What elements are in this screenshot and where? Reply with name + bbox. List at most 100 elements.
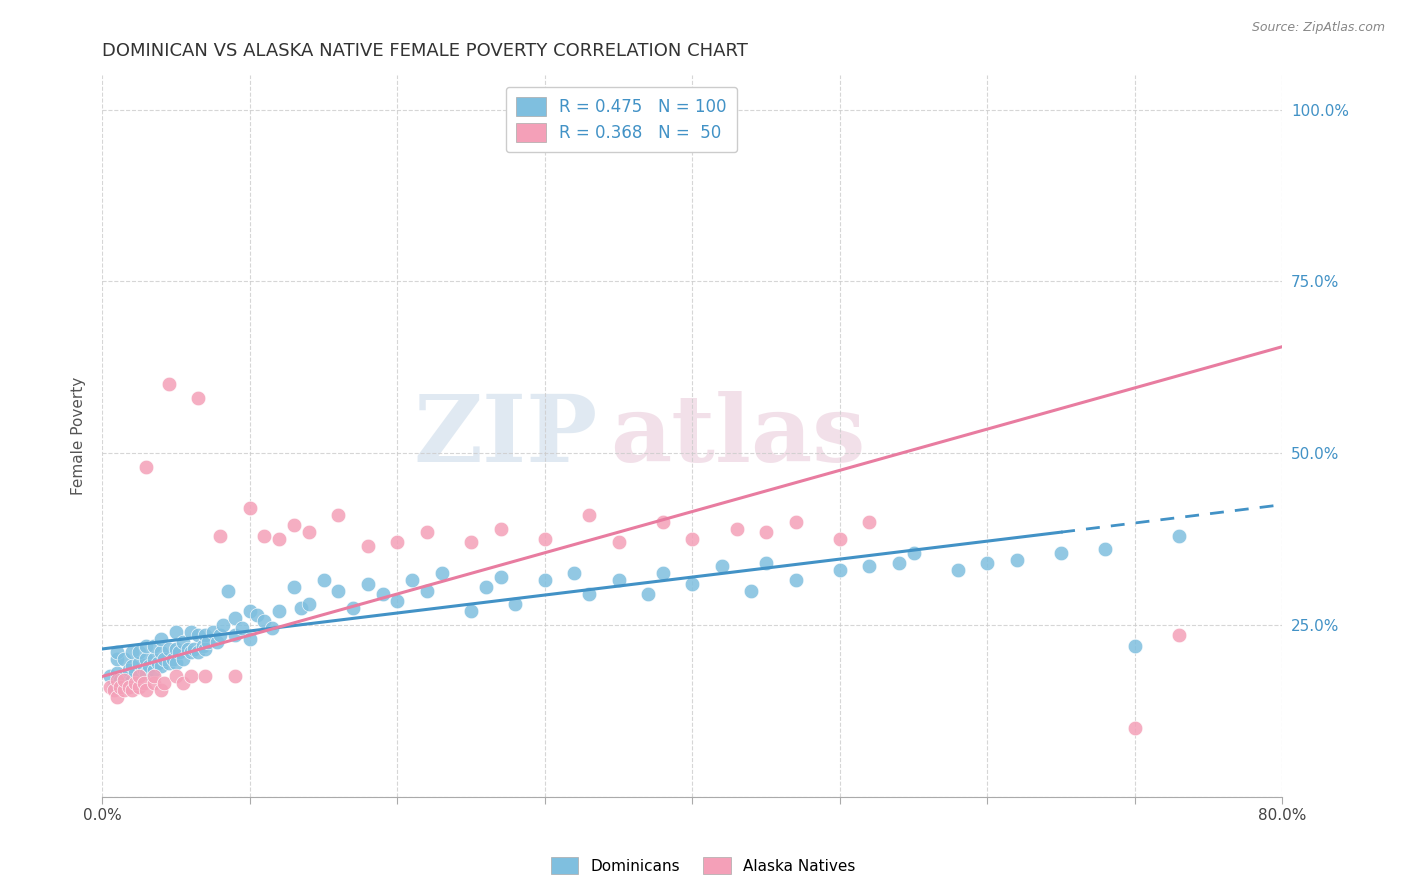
Point xyxy=(740,583,762,598)
Point xyxy=(150,659,173,673)
Y-axis label: Female Poverty: Female Poverty xyxy=(72,376,86,495)
Point xyxy=(197,635,219,649)
Point xyxy=(112,683,135,698)
Point xyxy=(165,656,187,670)
Point xyxy=(128,669,150,683)
Point xyxy=(607,535,630,549)
Point xyxy=(132,676,155,690)
Point xyxy=(207,635,229,649)
Point xyxy=(755,525,778,540)
Point xyxy=(180,669,202,683)
Point xyxy=(121,673,143,687)
Point xyxy=(430,566,453,581)
Point xyxy=(562,566,585,581)
Point xyxy=(135,683,157,698)
Point xyxy=(132,663,155,677)
Point xyxy=(387,535,409,549)
Point xyxy=(1005,552,1028,566)
Point xyxy=(157,642,180,657)
Legend: Dominicans, Alaska Natives: Dominicans, Alaska Natives xyxy=(544,851,862,880)
Point xyxy=(217,583,239,598)
Point xyxy=(180,624,202,639)
Point xyxy=(887,556,910,570)
Point xyxy=(142,639,165,653)
Point xyxy=(505,597,527,611)
Point xyxy=(533,573,555,587)
Text: DOMINICAN VS ALASKA NATIVE FEMALE POVERTY CORRELATION CHART: DOMINICAN VS ALASKA NATIVE FEMALE POVERT… xyxy=(103,42,748,60)
Point xyxy=(357,576,380,591)
Point xyxy=(153,652,176,666)
Point xyxy=(253,528,276,542)
Point xyxy=(416,583,439,598)
Text: ZIP: ZIP xyxy=(413,391,598,481)
Point xyxy=(194,628,217,642)
Point xyxy=(681,532,703,546)
Point xyxy=(269,604,291,618)
Point xyxy=(180,645,202,659)
Point xyxy=(108,680,131,694)
Point xyxy=(578,508,600,522)
Point xyxy=(135,652,157,666)
Point xyxy=(755,556,778,570)
Point xyxy=(231,621,253,635)
Point xyxy=(253,615,276,629)
Point xyxy=(578,587,600,601)
Point xyxy=(239,501,262,516)
Point xyxy=(103,680,125,694)
Point xyxy=(165,642,187,657)
Point xyxy=(98,669,121,683)
Point xyxy=(371,587,394,601)
Point xyxy=(142,652,165,666)
Point xyxy=(239,632,262,646)
Point xyxy=(269,532,291,546)
Text: atlas: atlas xyxy=(610,391,865,481)
Point xyxy=(118,663,141,677)
Point xyxy=(209,528,232,542)
Point xyxy=(416,525,439,540)
Point xyxy=(128,645,150,659)
Point xyxy=(460,604,482,618)
Point xyxy=(124,665,146,680)
Point xyxy=(138,659,160,673)
Point xyxy=(328,583,350,598)
Point xyxy=(108,673,131,687)
Point xyxy=(607,573,630,587)
Point xyxy=(283,580,305,594)
Point xyxy=(121,659,143,673)
Point xyxy=(312,573,335,587)
Point xyxy=(118,680,141,694)
Point xyxy=(183,642,205,657)
Point xyxy=(172,652,194,666)
Point xyxy=(858,515,880,529)
Point xyxy=(135,665,157,680)
Point xyxy=(112,673,135,687)
Point xyxy=(209,628,232,642)
Point xyxy=(128,656,150,670)
Point xyxy=(148,656,170,670)
Point xyxy=(103,683,125,698)
Point xyxy=(903,546,925,560)
Point xyxy=(725,522,748,536)
Point xyxy=(194,669,217,683)
Point xyxy=(785,573,807,587)
Point xyxy=(239,604,262,618)
Point xyxy=(187,391,209,405)
Point xyxy=(167,645,190,659)
Point xyxy=(1168,628,1191,642)
Point xyxy=(135,459,157,474)
Point xyxy=(105,673,128,687)
Point xyxy=(105,665,128,680)
Point xyxy=(533,532,555,546)
Point xyxy=(946,563,969,577)
Point xyxy=(475,580,498,594)
Point xyxy=(128,669,150,683)
Point xyxy=(150,632,173,646)
Point xyxy=(172,635,194,649)
Point xyxy=(187,628,209,642)
Point xyxy=(489,522,512,536)
Point xyxy=(121,645,143,659)
Point xyxy=(681,576,703,591)
Point xyxy=(201,624,224,639)
Point xyxy=(283,518,305,533)
Point xyxy=(112,669,135,683)
